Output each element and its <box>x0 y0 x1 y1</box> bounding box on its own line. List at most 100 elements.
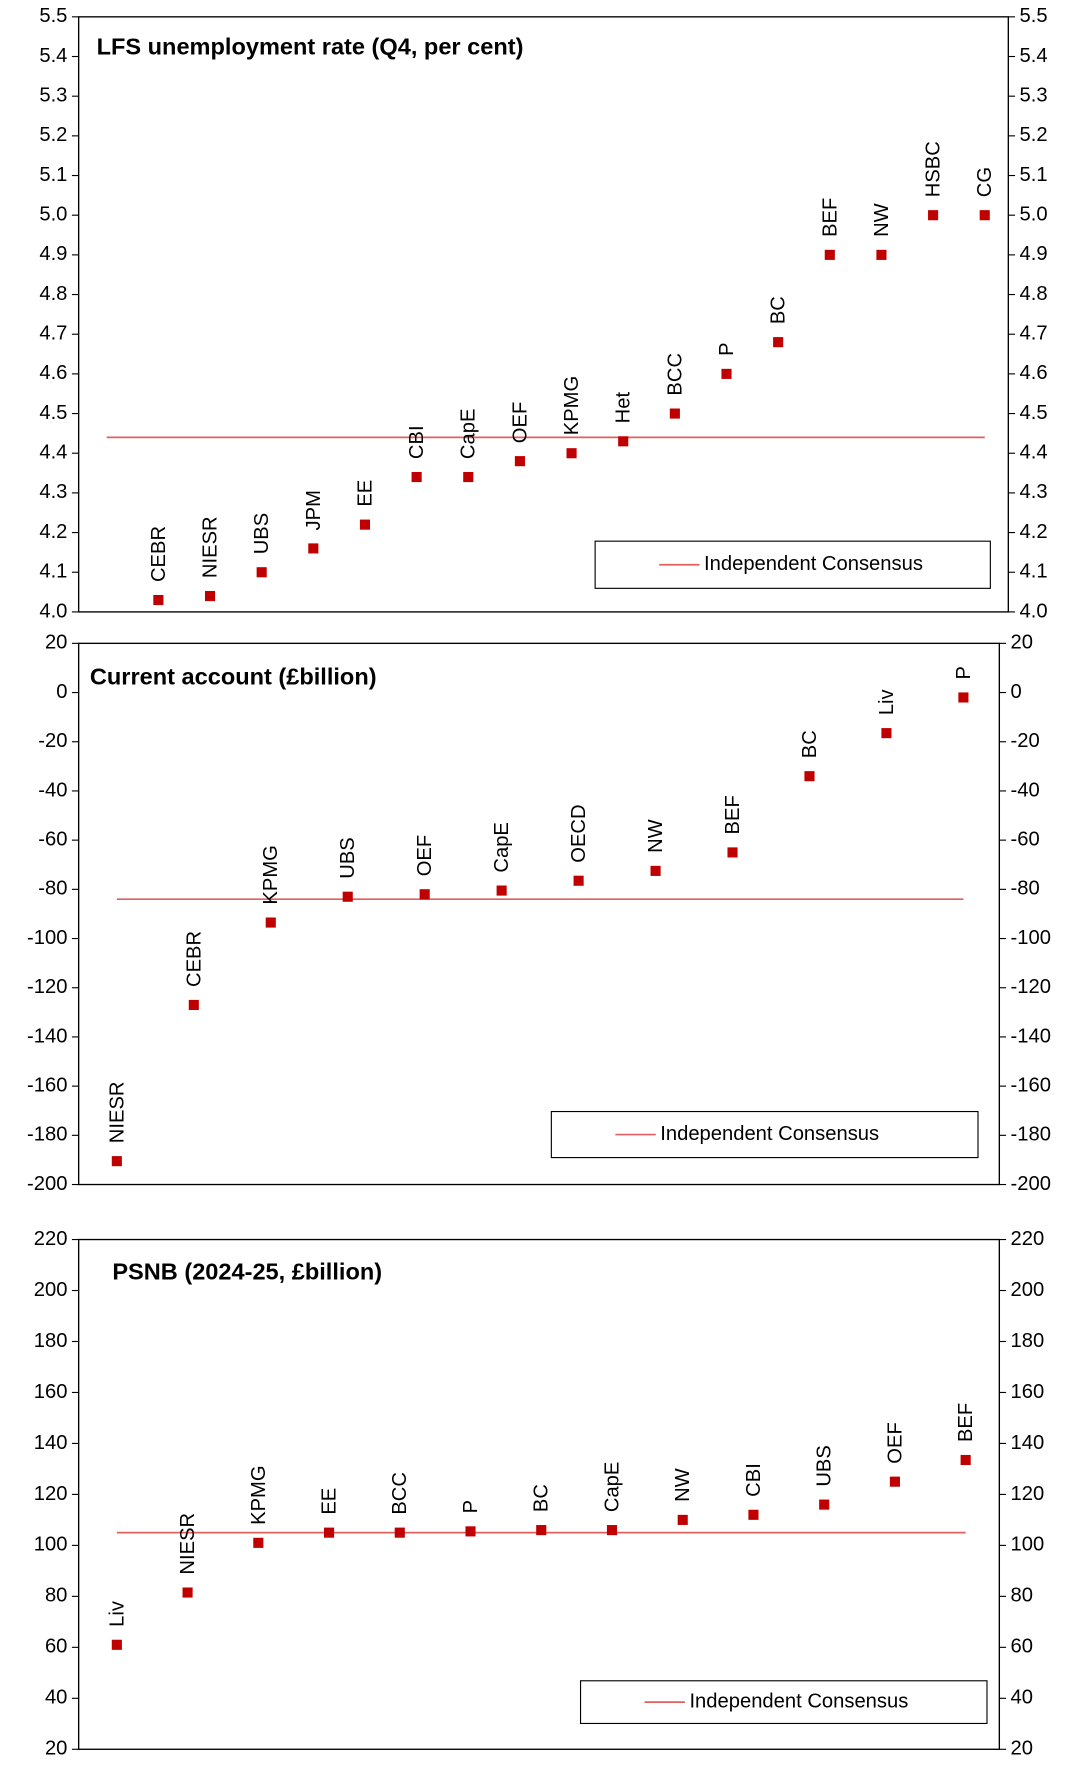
point-label: KPMG <box>260 845 282 904</box>
chart-title: LFS unemployment rate (Q4, per cent) <box>97 33 524 59</box>
y2-tick-label: -180 <box>1011 1124 1051 1146</box>
data-point <box>188 999 199 1011</box>
y2-tick-label: 4.5 <box>1020 402 1048 424</box>
y-tick-label: -40 <box>38 779 67 801</box>
y2-tick-label: 180 <box>1011 1330 1045 1352</box>
point-label: NIESR <box>106 1081 128 1143</box>
plot-frame <box>77 642 1001 1186</box>
point-label: P <box>953 666 975 679</box>
y2-tick-label: 200 <box>1011 1279 1045 1301</box>
point-label: NW <box>645 819 667 853</box>
y2-tick-label: 20 <box>1011 632 1033 654</box>
point-label: BEF <box>819 198 841 237</box>
point-label: CapE <box>458 409 480 460</box>
point-label: CBI <box>743 1463 765 1497</box>
y2-tick-label: 140 <box>1011 1432 1045 1454</box>
y-tick-label: 5.0 <box>39 204 67 226</box>
data-point <box>618 436 629 447</box>
data-point <box>566 448 577 459</box>
data-point <box>804 771 815 782</box>
point-label: Het <box>613 392 635 424</box>
point-label: NW <box>871 203 893 237</box>
y2-tick-label: 5.2 <box>1020 124 1048 146</box>
point-label: UBS <box>814 1445 836 1487</box>
data-point <box>727 847 738 858</box>
y2-tick-label: 4.6 <box>1020 362 1048 384</box>
y-tick-label: 5.3 <box>39 85 67 107</box>
data-point <box>824 249 835 260</box>
point-label: UBS <box>251 513 273 555</box>
point-label: NIESR <box>177 1513 199 1575</box>
point-label: JPM <box>303 490 325 530</box>
y-tick-label: 4.2 <box>39 521 67 543</box>
point-label: OEF <box>509 402 531 444</box>
point-label: NIESR <box>199 516 221 578</box>
point-label: BC <box>531 1484 553 1512</box>
data-point <box>323 1527 335 1538</box>
y-tick-label: -180 <box>27 1124 67 1146</box>
y2-tick-label: 4.9 <box>1020 243 1048 265</box>
point-label: HSBC <box>923 141 945 197</box>
point-label: BCC <box>664 353 686 396</box>
data-point <box>359 519 371 530</box>
data-point <box>773 337 784 348</box>
data-point <box>669 408 680 419</box>
y2-tick-label: 5.4 <box>1020 45 1048 67</box>
point-label: OEF <box>884 1422 906 1464</box>
y2-tick-label: 4.8 <box>1020 283 1048 305</box>
y-tick-label: 80 <box>45 1585 67 1607</box>
point-label: OECD <box>568 804 590 862</box>
y2-tick-label: -80 <box>1011 878 1040 900</box>
data-point <box>204 590 216 602</box>
point-label: CapE <box>601 1462 623 1513</box>
y-tick-label: 120 <box>34 1483 68 1505</box>
data-point <box>960 1454 971 1466</box>
point-label: CapE <box>491 822 513 873</box>
y2-tick-label: 4.0 <box>1020 600 1048 622</box>
y-tick-label: 180 <box>34 1330 68 1352</box>
y2-tick-label: 4.1 <box>1020 561 1048 583</box>
y2-tick-label: 4.4 <box>1020 442 1048 464</box>
data-point <box>881 728 892 739</box>
data-point <box>536 1525 547 1536</box>
data-point <box>496 885 507 896</box>
data-point <box>463 471 474 483</box>
y-tick-label: 4.0 <box>39 600 67 622</box>
data-point <box>111 1639 122 1650</box>
point-label: KPMG <box>561 376 583 435</box>
y-tick-label: 100 <box>34 1534 68 1556</box>
data-point <box>928 210 939 221</box>
y-tick-label: -20 <box>38 730 67 752</box>
y-tick-label: 4.6 <box>39 362 67 384</box>
point-label: KPMG <box>248 1465 270 1524</box>
data-point <box>606 1525 618 1536</box>
plot-frame <box>77 16 1009 613</box>
y2-tick-label: 20 <box>1011 1738 1033 1760</box>
y2-tick-label: 5.0 <box>1020 204 1048 226</box>
point-label: CBI <box>406 425 428 459</box>
chart-title: PSNB (2024-25, £billion) <box>112 1258 382 1284</box>
data-point <box>465 1526 476 1537</box>
point-label: BCC <box>389 1472 411 1515</box>
legend-label: Independent Consensus <box>689 1690 908 1712</box>
y-tick-label: -60 <box>38 828 67 850</box>
y-tick-label: 20 <box>45 632 67 654</box>
chart-title: Current account (£billion) <box>90 663 377 689</box>
data-point <box>721 368 732 379</box>
y2-tick-label: -40 <box>1011 779 1040 801</box>
point-label: UBS <box>337 837 359 879</box>
point-label: OEF <box>414 835 436 877</box>
data-point <box>153 594 164 606</box>
point-label: BC <box>768 296 790 324</box>
data-point <box>419 889 430 900</box>
y2-tick-label: 5.3 <box>1020 85 1048 107</box>
data-point <box>514 456 525 467</box>
y2-tick-label: 160 <box>1011 1381 1045 1403</box>
y-tick-label: 200 <box>34 1279 68 1301</box>
y-tick-label: 4.1 <box>39 561 67 583</box>
data-point <box>111 1156 122 1167</box>
data-point <box>256 567 267 578</box>
y-tick-label: 160 <box>34 1381 68 1403</box>
legend-label: Independent Consensus <box>660 1123 879 1145</box>
